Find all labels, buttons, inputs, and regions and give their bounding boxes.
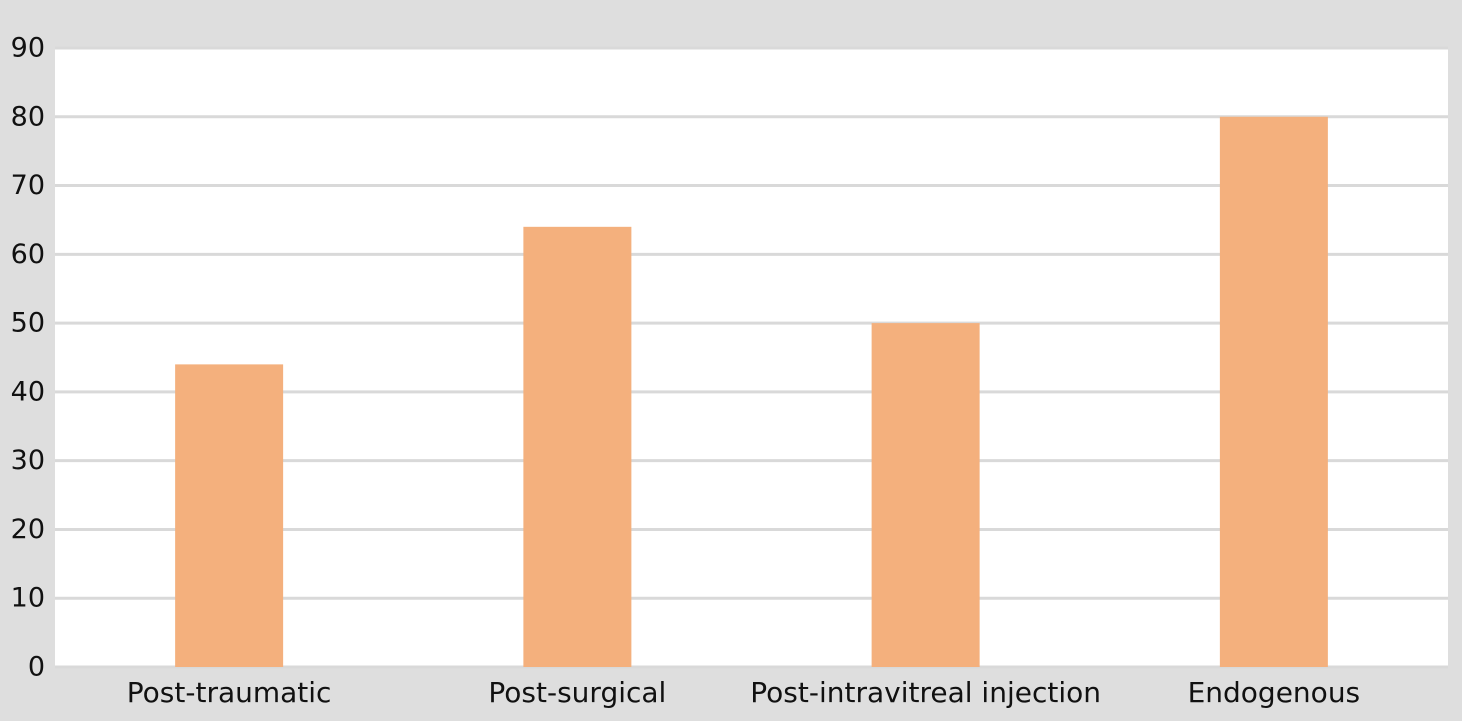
x-category-label: Post-intravitreal injection [750,676,1101,709]
x-category-label: Endogenous [1188,676,1361,709]
bars [175,116,1328,668]
y-tick-label: 40 [11,376,45,407]
x-category-label: Post-traumatic [127,676,332,709]
bar-post-traumatic [175,364,284,667]
plot-area [55,48,1448,667]
y-tick-label: 0 [28,652,45,683]
x-axis-ticks: Post-traumatic Post-surgical Post-intravit… [127,676,1360,709]
y-tick-label: 20 [11,514,45,545]
y-tick-label: 70 [11,170,45,201]
bar-post-intravitreal-injection [871,323,980,667]
y-tick-label: 30 [11,445,45,476]
bar-post-surgical [523,226,632,668]
y-tick-label: 10 [11,583,45,614]
y-axis-ticks: 0 10 20 30 40 50 60 70 80 90 [11,33,45,683]
x-category-label: Post-surgical [488,676,666,709]
y-tick-label: 80 [11,101,45,132]
y-tick-label: 50 [11,308,45,339]
y-tick-label: 60 [11,239,45,270]
gridlines [55,46,1448,669]
y-tick-label: 90 [11,33,45,64]
bar-endogenous [1219,116,1328,668]
